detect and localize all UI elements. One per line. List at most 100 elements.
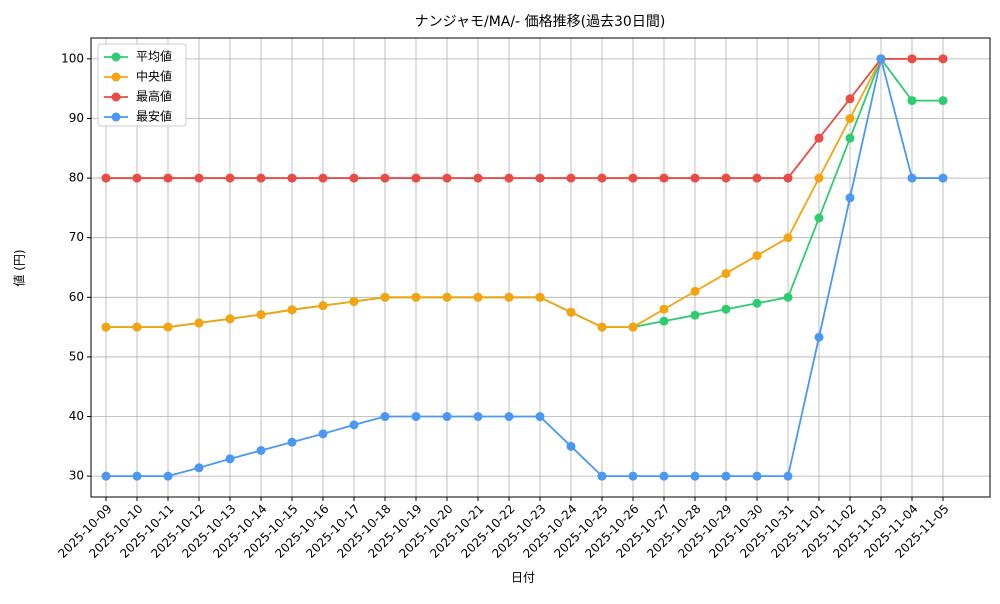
y-tick-label: 80 xyxy=(69,171,84,185)
data-point xyxy=(101,471,111,481)
data-point xyxy=(721,268,731,278)
legend-marker xyxy=(111,72,121,82)
data-point xyxy=(845,133,855,143)
data-point xyxy=(814,173,824,183)
data-point xyxy=(473,412,483,422)
data-point xyxy=(225,314,235,324)
data-point xyxy=(783,233,793,243)
data-point xyxy=(380,173,390,183)
series-line xyxy=(106,58,943,478)
data-point xyxy=(907,173,917,183)
data-point xyxy=(225,454,235,464)
data-point xyxy=(287,173,297,183)
data-point xyxy=(380,292,390,302)
x-axis-label: 日付 xyxy=(511,571,535,585)
data-point xyxy=(411,412,421,422)
data-point xyxy=(628,322,638,332)
data-point xyxy=(814,133,824,143)
data-point xyxy=(752,298,762,308)
data-point xyxy=(690,310,700,320)
y-tick-label: 50 xyxy=(69,349,84,363)
data-point xyxy=(132,173,142,183)
data-point xyxy=(659,173,669,183)
data-point xyxy=(752,173,762,183)
data-point xyxy=(163,471,173,481)
data-point xyxy=(721,471,731,481)
data-point xyxy=(132,471,142,481)
legend-marker xyxy=(111,92,121,102)
data-point xyxy=(349,296,359,306)
data-point xyxy=(194,173,204,183)
data-point xyxy=(535,173,545,183)
data-point xyxy=(783,471,793,481)
y-tick-label: 60 xyxy=(69,290,84,304)
data-point xyxy=(814,332,824,342)
data-point xyxy=(194,463,204,473)
data-point xyxy=(287,305,297,315)
data-point xyxy=(938,173,948,183)
data-point xyxy=(690,286,700,296)
data-point xyxy=(876,54,886,64)
data-point xyxy=(690,173,700,183)
data-point xyxy=(783,292,793,302)
legend-marker xyxy=(111,52,121,62)
y-tick-label: 40 xyxy=(69,409,84,423)
y-tick-label: 90 xyxy=(69,111,84,125)
data-point xyxy=(163,322,173,332)
data-point xyxy=(101,322,111,332)
data-point xyxy=(814,213,824,223)
data-point xyxy=(783,173,793,183)
data-point xyxy=(318,173,328,183)
data-point xyxy=(659,304,669,314)
data-point xyxy=(938,54,948,64)
data-point xyxy=(628,173,638,183)
data-point xyxy=(473,173,483,183)
data-point xyxy=(721,304,731,314)
y-tick-label: 30 xyxy=(69,469,84,483)
plot-frame xyxy=(90,37,991,498)
data-point xyxy=(628,471,638,481)
data-point xyxy=(256,310,266,320)
data-point xyxy=(504,173,514,183)
chart-title: ナンジャモ/MA/- 価格推移(過去30日間) xyxy=(415,14,666,30)
data-point xyxy=(752,471,762,481)
data-point xyxy=(349,173,359,183)
data-point xyxy=(225,173,235,183)
y-tick-label: 100 xyxy=(61,51,84,65)
data-point xyxy=(690,471,700,481)
legend-label: 平均値 xyxy=(136,49,172,64)
data-point xyxy=(938,96,948,106)
data-point xyxy=(442,412,452,422)
series-line xyxy=(106,57,943,329)
data-point xyxy=(132,322,142,332)
data-point xyxy=(411,173,421,183)
y-tick-label: 70 xyxy=(69,230,84,244)
data-point xyxy=(597,471,607,481)
data-point xyxy=(504,412,514,422)
data-point xyxy=(845,94,855,104)
data-point xyxy=(194,318,204,328)
data-point xyxy=(752,251,762,261)
data-point xyxy=(349,420,359,430)
data-point xyxy=(597,173,607,183)
legend-marker xyxy=(111,112,121,122)
data-point xyxy=(566,307,576,317)
data-point xyxy=(318,429,328,439)
data-point xyxy=(907,96,917,106)
data-point xyxy=(287,437,297,447)
data-point xyxy=(101,173,111,183)
data-point xyxy=(163,173,173,183)
data-point xyxy=(318,301,328,311)
data-point xyxy=(380,412,390,422)
data-point xyxy=(535,412,545,422)
y-axis-label: 値 (円) xyxy=(12,249,27,286)
legend-label: 最高値 xyxy=(136,89,172,104)
data-point xyxy=(473,292,483,302)
data-point xyxy=(659,471,669,481)
series-line xyxy=(106,57,943,329)
data-point xyxy=(566,441,576,451)
legend-label: 最安値 xyxy=(136,109,172,124)
data-point xyxy=(659,316,669,326)
series-line xyxy=(106,57,943,179)
